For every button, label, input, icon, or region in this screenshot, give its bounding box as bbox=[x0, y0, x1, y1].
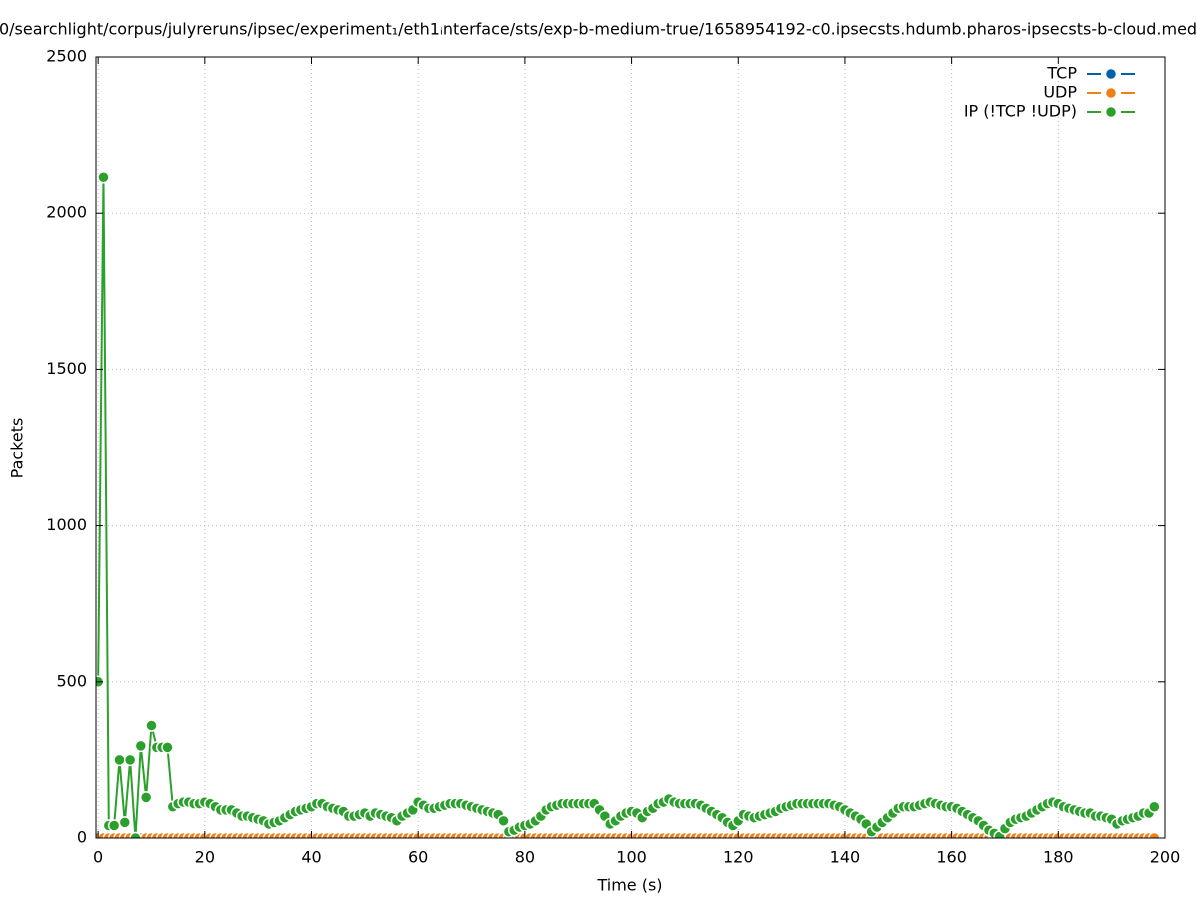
x-tick-label: 120 bbox=[723, 848, 754, 867]
legend-swatch-marker bbox=[1104, 105, 1118, 119]
data-point bbox=[123, 753, 137, 767]
data-point bbox=[145, 719, 158, 732]
x-tick-label: 40 bbox=[301, 848, 321, 867]
data-point bbox=[113, 753, 126, 767]
data-point bbox=[1148, 800, 1161, 814]
data-point bbox=[118, 816, 132, 829]
y-axis-label: Packets bbox=[8, 418, 27, 479]
data-point bbox=[497, 814, 510, 828]
data-point bbox=[97, 171, 110, 184]
data-point bbox=[129, 831, 142, 838]
y-tick-label: 0 bbox=[77, 828, 87, 847]
x-tick-label: 60 bbox=[408, 848, 428, 867]
x-tick-label: 0 bbox=[93, 848, 103, 867]
plot-area bbox=[96, 171, 1161, 838]
legend-label: IP (!TCP !UDP) bbox=[964, 102, 1077, 121]
chart-title: 0/searchlight/corpus/julyreruns/ipsec/ex… bbox=[0, 20, 1197, 39]
y-tick-label: 1000 bbox=[46, 515, 87, 534]
x-tick-label: 180 bbox=[1043, 848, 1074, 867]
x-tick-label: 140 bbox=[830, 848, 861, 867]
plot-frame bbox=[95, 56, 1166, 839]
data-point bbox=[134, 739, 148, 753]
x-tick-label: 160 bbox=[936, 848, 967, 867]
legend-label: TCP bbox=[1046, 64, 1077, 83]
data-point bbox=[139, 791, 153, 804]
data-point bbox=[161, 741, 174, 754]
y-tick-label: 1500 bbox=[46, 359, 87, 378]
data-point bbox=[1148, 831, 1161, 838]
y-tick-label: 2000 bbox=[46, 203, 87, 222]
axes: 0 500 1000 1500 2000 2500 0 20 40 60 80 100 120 140 16… bbox=[46, 47, 1180, 867]
x-tick-label: 20 bbox=[195, 848, 215, 867]
x-tick-label: 200 bbox=[1150, 848, 1181, 867]
legend-swatch-marker bbox=[1104, 86, 1118, 100]
data-point bbox=[107, 819, 121, 832]
legend-label: UDP bbox=[1043, 83, 1077, 102]
y-tick-label: 500 bbox=[56, 671, 87, 690]
y-tick-label: 2500 bbox=[46, 47, 87, 66]
legend-swatch-marker bbox=[1104, 67, 1118, 81]
x-tick-label: 80 bbox=[515, 848, 535, 867]
x-axis-label: Time (s) bbox=[596, 876, 662, 895]
x-tick-label: 100 bbox=[616, 848, 647, 867]
